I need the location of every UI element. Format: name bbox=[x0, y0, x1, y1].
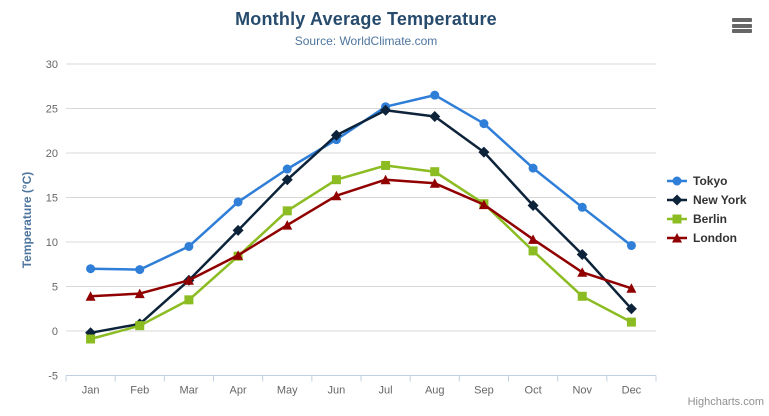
diamond-marker-icon bbox=[667, 194, 687, 205]
legend-item-new-york[interactable]: New York bbox=[666, 190, 747, 209]
x-axis-label: Apr bbox=[230, 385, 247, 397]
london-point-oct[interactable] bbox=[528, 234, 539, 244]
london-point-aug[interactable] bbox=[429, 178, 440, 188]
tokyo-point-dec[interactable] bbox=[626, 241, 636, 251]
y-axis-label: 5 bbox=[52, 282, 58, 294]
berlin-point-jun[interactable] bbox=[331, 175, 341, 185]
london-point-jan[interactable] bbox=[85, 291, 96, 301]
tokyo-point-jan[interactable] bbox=[86, 264, 96, 274]
diamond-marker-glyph[interactable] bbox=[671, 194, 683, 205]
x-axis-label: May bbox=[277, 385, 298, 397]
x-axis-label: Jun bbox=[328, 385, 346, 397]
london-point-dec[interactable] bbox=[626, 283, 637, 293]
circle-marker-glyph[interactable] bbox=[672, 176, 682, 185]
london-point-mar[interactable] bbox=[183, 275, 194, 285]
legend-label: New York bbox=[693, 192, 747, 207]
y-axis-label: 10 bbox=[46, 237, 58, 249]
x-axis-label: Mar bbox=[179, 385, 198, 397]
new-york-point-aug[interactable] bbox=[429, 111, 441, 123]
chart-title: Monthly Average Temperature bbox=[235, 9, 497, 29]
x-axis-label: Oct bbox=[525, 385, 542, 397]
export-menu-button[interactable] bbox=[728, 14, 756, 37]
tokyo-point-may[interactable] bbox=[282, 164, 292, 174]
legend-label: Berlin bbox=[693, 211, 728, 226]
hamburger-icon bbox=[732, 18, 752, 33]
tokyo-point-aug[interactable] bbox=[430, 90, 440, 100]
legend-item-london[interactable]: London bbox=[666, 228, 747, 247]
berlin-point-aug[interactable] bbox=[430, 167, 440, 177]
london-point-jul[interactable] bbox=[380, 174, 391, 185]
legend: Tokyo New York Berlin London bbox=[666, 171, 747, 247]
y-axis-label: 20 bbox=[46, 148, 58, 160]
y-axis-label: 0 bbox=[52, 326, 58, 338]
berlin-point-dec[interactable] bbox=[626, 317, 636, 327]
tokyo-point-oct[interactable] bbox=[528, 163, 538, 173]
y-axis-label: 15 bbox=[46, 193, 58, 205]
legend-item-berlin[interactable]: Berlin bbox=[666, 209, 747, 228]
berlin-point-jan[interactable] bbox=[86, 334, 96, 344]
triangle-marker-glyph[interactable] bbox=[672, 232, 682, 243]
berlin-point-oct[interactable] bbox=[528, 246, 538, 256]
tokyo-point-mar[interactable] bbox=[184, 241, 194, 251]
square-marker-icon bbox=[667, 214, 687, 223]
london-point-nov[interactable] bbox=[577, 267, 588, 277]
tokyo-point-nov[interactable] bbox=[577, 202, 587, 212]
new-york-point-may[interactable] bbox=[281, 174, 293, 186]
london-point-apr[interactable] bbox=[233, 250, 244, 260]
y-axis-label: -5 bbox=[48, 371, 58, 383]
tokyo-point-sep[interactable] bbox=[479, 119, 489, 129]
series-line-berlin bbox=[89, 164, 633, 341]
legend-item-tokyo[interactable]: Tokyo bbox=[666, 171, 747, 190]
credits-link[interactable]: Highcharts.com bbox=[687, 396, 764, 408]
series-line-london bbox=[89, 178, 633, 298]
y-axis-label: 30 bbox=[46, 59, 58, 71]
chart-subtitle: Source: WorldClimate.com bbox=[294, 34, 438, 48]
x-axis-label: Nov bbox=[572, 385, 592, 397]
x-axis-label: Jan bbox=[82, 385, 100, 397]
berlin-point-feb[interactable] bbox=[135, 321, 145, 331]
london-point-sep[interactable] bbox=[478, 199, 489, 210]
berlin-point-mar[interactable] bbox=[184, 295, 194, 305]
x-axis-label: Feb bbox=[130, 385, 149, 397]
x-axis-label: Jul bbox=[379, 385, 393, 397]
x-axis-label: Aug bbox=[425, 385, 445, 397]
legend-label: Tokyo bbox=[693, 173, 728, 188]
legend-label: London bbox=[693, 230, 737, 245]
triangle-marker-icon bbox=[667, 232, 687, 243]
berlin-point-nov[interactable] bbox=[577, 291, 587, 301]
x-axis-label: Sep bbox=[474, 385, 494, 397]
new-york-point-dec[interactable] bbox=[625, 303, 637, 315]
berlin-point-may[interactable] bbox=[282, 206, 292, 216]
new-york-point-jun[interactable] bbox=[330, 129, 342, 141]
london-point-may[interactable] bbox=[282, 220, 293, 230]
circle-marker-icon bbox=[667, 176, 687, 185]
x-axis-label: Dec bbox=[622, 385, 642, 397]
new-york-point-nov[interactable] bbox=[576, 248, 588, 260]
new-york-point-jul[interactable] bbox=[380, 104, 392, 116]
new-york-point-sep[interactable] bbox=[478, 146, 490, 158]
berlin-point-jul[interactable] bbox=[381, 160, 391, 170]
tokyo-point-apr[interactable] bbox=[233, 197, 243, 207]
series-line-tokyo bbox=[89, 93, 633, 271]
london-point-jun[interactable] bbox=[331, 190, 342, 201]
y-axis-label: 25 bbox=[46, 104, 58, 116]
tokyo-point-feb[interactable] bbox=[135, 265, 145, 275]
new-york-point-oct[interactable] bbox=[527, 200, 539, 212]
square-marker-glyph[interactable] bbox=[672, 214, 682, 223]
series-line-new-york bbox=[89, 109, 633, 335]
london-point-feb[interactable] bbox=[134, 288, 145, 299]
new-york-point-apr[interactable] bbox=[232, 224, 244, 236]
